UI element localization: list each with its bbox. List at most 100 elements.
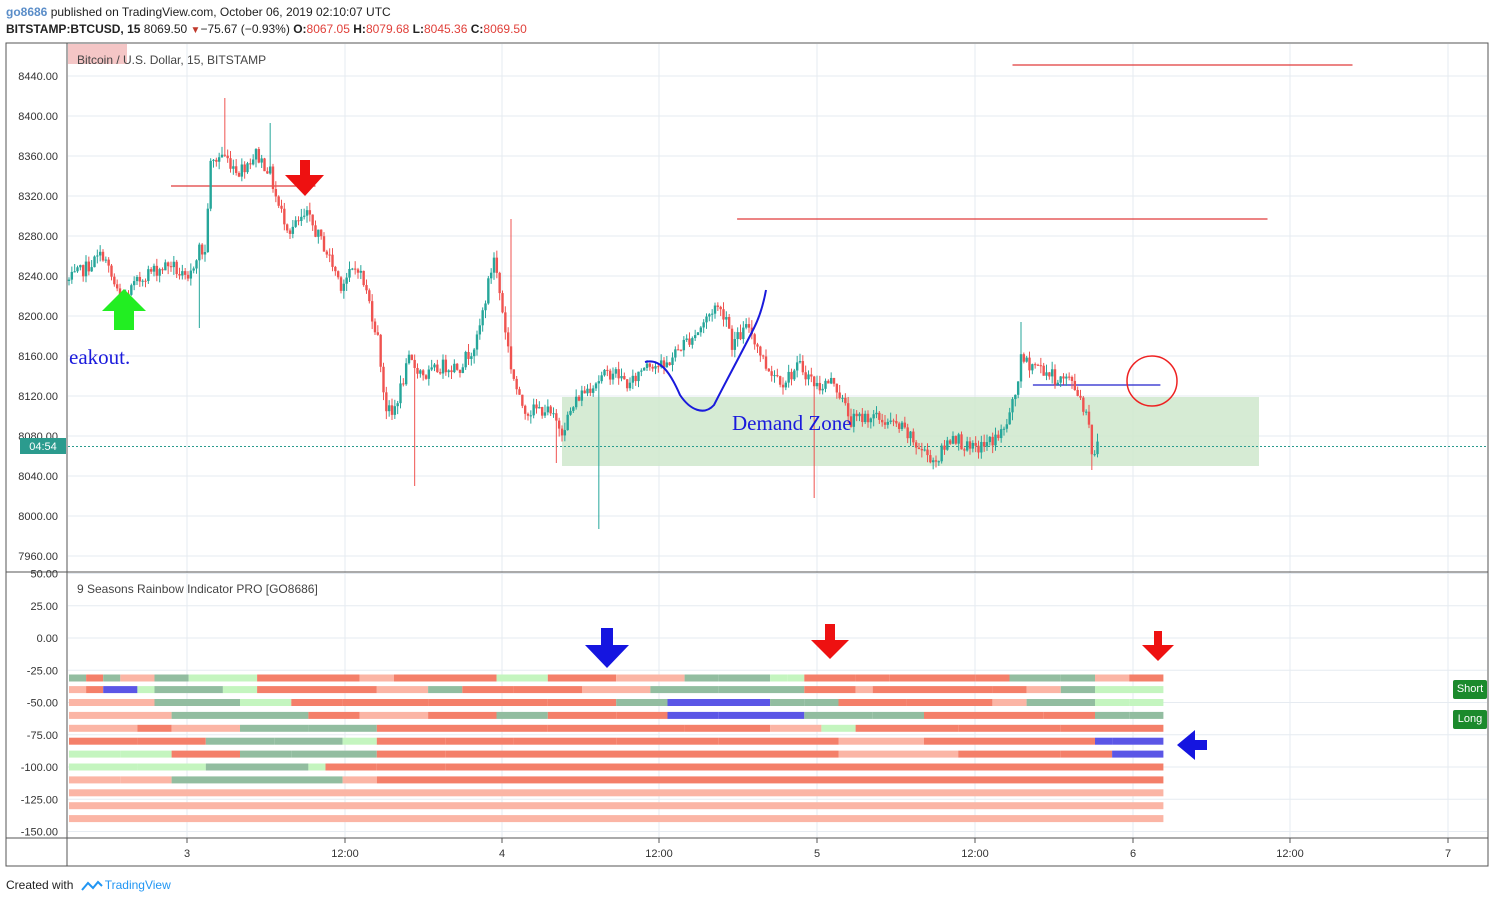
candle-body [1045, 372, 1048, 376]
candle-body [946, 440, 949, 450]
band-segment [975, 674, 1010, 682]
candle-body [523, 405, 527, 414]
candle-body [291, 226, 295, 234]
candle-body [336, 271, 340, 278]
band-segment [667, 699, 771, 706]
tradingview-brand[interactable]: TradingView [104, 878, 171, 892]
long-button[interactable]: Long [1453, 710, 1487, 729]
candle-body [781, 384, 785, 388]
candle-body [206, 208, 210, 253]
candle-body [1070, 377, 1074, 381]
publish-info: published on TradingView.com, October 06… [50, 5, 391, 19]
candle-body [311, 214, 314, 226]
band-segment [1060, 686, 1095, 694]
candle-body [1022, 354, 1026, 362]
candle-body [470, 356, 473, 359]
candle-body [115, 284, 119, 289]
candle-body [807, 374, 810, 380]
band-segment [1043, 711, 1095, 719]
candle-body [929, 455, 932, 463]
candle-body [827, 380, 830, 384]
band-segment [855, 674, 890, 682]
band-segment [770, 674, 788, 682]
band-segment [222, 686, 258, 694]
candle-body [161, 269, 164, 271]
band-segment [753, 750, 839, 758]
candle-body [240, 164, 244, 177]
candle-body [472, 349, 476, 357]
candle-body [1002, 428, 1006, 430]
main-pane-title: Bitcoin / U.S. Dollar, 15, BITSTAMP [77, 53, 266, 67]
candle-body [756, 344, 759, 347]
y-tick-label: 8040.00 [18, 471, 58, 483]
band-segment [359, 711, 429, 719]
band-segment [804, 699, 839, 706]
candle-body [1008, 412, 1011, 425]
y-tick-label: 8160.00 [18, 351, 58, 363]
band-segment [838, 776, 1164, 784]
candle-body [113, 276, 116, 285]
candle-body [747, 324, 751, 328]
candle-body [906, 427, 909, 439]
ohlc-line: BITSTAMP:BTCUSD, 15 8069.50 ▼−75.67 (−0.… [6, 21, 527, 39]
candle-body [399, 383, 402, 404]
candle-body [586, 388, 589, 394]
candle-body [1011, 399, 1014, 413]
candle-body [308, 210, 312, 215]
candle-body [815, 382, 819, 387]
candle-body [994, 434, 997, 446]
band-segment [770, 699, 805, 706]
band-segment [582, 750, 753, 758]
candle-body [880, 419, 884, 423]
candle-body [246, 163, 249, 173]
band-segment [582, 776, 839, 784]
candle-body [263, 158, 266, 172]
blue-down-arrow-icon [585, 628, 629, 668]
rainbow-bands [69, 674, 1164, 823]
candle-body [623, 376, 626, 380]
candle-body [773, 375, 776, 377]
candle-body [436, 364, 439, 373]
candle-body [897, 423, 901, 429]
author-link[interactable]: go8686 [6, 5, 48, 19]
band-segment [838, 763, 1010, 771]
band-segment [445, 750, 582, 758]
candle-body [869, 418, 873, 423]
candle-body [461, 367, 465, 373]
low-label: L: [412, 22, 424, 36]
candle-body [155, 265, 159, 276]
x-tick-label: 12:00 [961, 848, 989, 860]
candle-body [725, 317, 728, 320]
candle-body [348, 268, 351, 278]
candle-body [625, 379, 629, 389]
candle-body [209, 160, 212, 209]
band-segment [718, 674, 771, 682]
symbol-label[interactable]: BITSTAMP:BTCUSD, 15 [6, 22, 141, 36]
candle-body [297, 220, 300, 222]
band-segment [1095, 686, 1164, 694]
band-segment [69, 802, 1164, 810]
candle-body [521, 394, 524, 406]
green-up-arrow-icon [102, 289, 146, 330]
candle-body [149, 269, 153, 272]
band-segment [547, 711, 617, 719]
candle-body [495, 257, 499, 273]
candle-body [450, 370, 453, 373]
candle-body [736, 332, 739, 340]
candle-body [1056, 382, 1060, 385]
band-segment [240, 763, 309, 771]
y-tick-label: 8320.00 [18, 191, 58, 203]
band-segment [924, 711, 1010, 719]
candle-body [844, 397, 847, 404]
candle-body [920, 449, 924, 451]
short-button[interactable]: Short [1453, 680, 1487, 699]
tradingview-logo-icon [80, 880, 103, 891]
candle-body [1090, 424, 1094, 455]
candle-body [895, 421, 898, 424]
band-segment [462, 686, 514, 694]
band-segment [855, 686, 873, 694]
candle-body [1059, 376, 1062, 383]
candle-body [481, 310, 484, 326]
band-segment [120, 750, 172, 758]
